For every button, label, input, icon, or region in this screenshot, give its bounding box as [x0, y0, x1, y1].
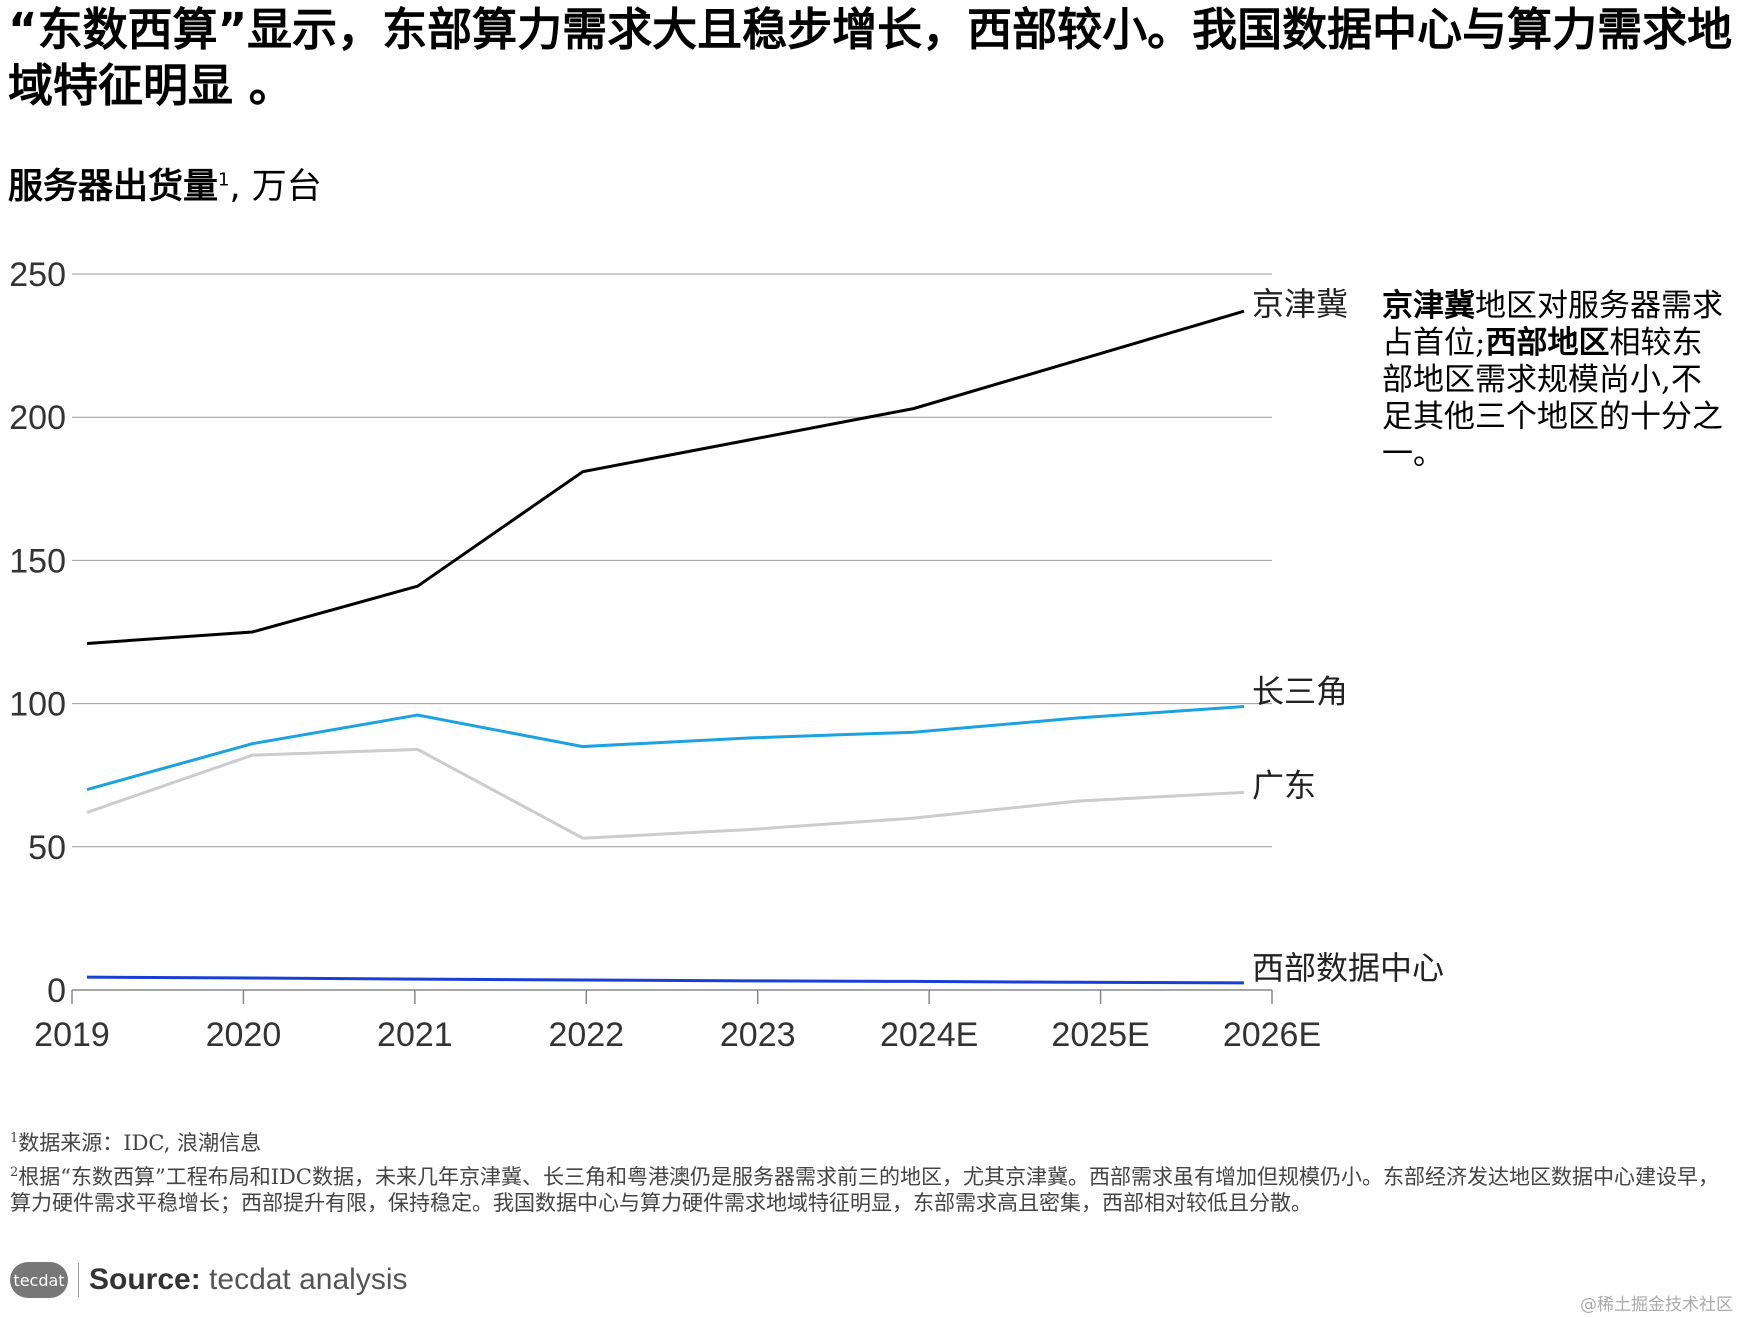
subtitle-label: 服务器出货量 — [8, 167, 219, 207]
source-text: Source: tecdat analysis — [78, 1263, 408, 1297]
series-label: 长三角 — [1252, 672, 1348, 710]
series-line-3 — [86, 975, 1245, 985]
series-line-2 — [86, 747, 1245, 840]
x-tick-label: 2026E — [1223, 1016, 1321, 1054]
footnote-2-sup: 2 — [10, 1165, 19, 1180]
footnote-2-text: 根据“东数西算”工程布局和IDC数据，未来几年京津冀、长三角和粤港澳仍是服务器需… — [10, 1165, 1719, 1215]
subtitle-footnote-ref: 1 — [218, 169, 230, 191]
annotation-text-1: 地区对服务器需求占首位; — [1382, 288, 1723, 361]
annotation-bold-1: 京津冀 — [1382, 288, 1475, 324]
y-tick-label: 0 — [47, 972, 66, 1010]
source-label: Source: — [89, 1263, 201, 1296]
series-label: 京津冀 — [1252, 285, 1348, 323]
line-chart: 0 50 100 150 200 250 2019 2020 2021 2022 2023 2024E… — [9, 256, 1444, 1054]
page-title: “东数西算”显示，东部算力需求大且稳步增长，西部较小。我国数据中心与算力需求地域… — [8, 3, 1733, 112]
series-label: 西部数据中心 — [1252, 949, 1444, 987]
x-tick-label: 2022 — [548, 1016, 624, 1054]
x-tick-label: 2025E — [1051, 1016, 1149, 1054]
x-tick-label: 2023 — [720, 1016, 796, 1054]
subtitle-unit: , 万台 — [229, 167, 322, 207]
y-tick-label: 200 — [9, 399, 66, 437]
y-tick-label: 50 — [28, 829, 66, 867]
source: tecdat Source: tecdat analysis — [10, 1262, 408, 1298]
x-tick-label: 2019 — [34, 1016, 110, 1054]
annotation-bold-2: 西部地区 — [1485, 325, 1610, 361]
series-line-1 — [86, 704, 1245, 791]
y-tick-label: 250 — [9, 256, 66, 294]
watermark: @稀土掘金技术社区 — [1580, 1295, 1733, 1315]
y-tick-label: 100 — [9, 686, 66, 724]
x-tick-label: 2021 — [377, 1016, 453, 1054]
x-tick-label: 2024E — [880, 1016, 978, 1054]
x-tick-label: 2020 — [206, 1016, 282, 1054]
tecdat-logo: tecdat — [10, 1262, 68, 1298]
footnote-1: 1数据来源：IDC, 浪潮信息 — [10, 1126, 1735, 1156]
annotation: 京津冀地区对服务器需求占首位;西部地区相较东部地区需求规模尚小,不足其他三个地区… — [1382, 288, 1732, 473]
source-value: tecdat analysis — [209, 1263, 408, 1296]
chart-subtitle: 服务器出货量1, 万台 — [8, 158, 322, 209]
y-tick-label: 150 — [9, 542, 66, 580]
footnote-2: 2根据“东数西算”工程布局和IDC数据，未来几年京津冀、长三角和粤港澳仍是服务器… — [10, 1160, 1735, 1216]
annotation-text-2: 相较东部地区需求规模尚小,不足其他三个地区的十分之一。 — [1382, 325, 1723, 472]
footnote-1-text: 数据来源：IDC, 浪潮信息 — [18, 1131, 262, 1155]
series-label: 广东 — [1252, 766, 1316, 804]
footnote-1-sup: 1 — [10, 1131, 19, 1146]
series-line-0 — [86, 309, 1245, 645]
